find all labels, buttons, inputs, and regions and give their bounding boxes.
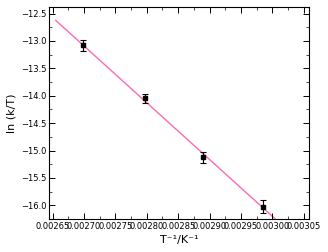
Y-axis label: ln (k/T): ln (k/T)	[7, 93, 17, 133]
X-axis label: T⁻¹/K⁻¹: T⁻¹/K⁻¹	[160, 235, 198, 245]
